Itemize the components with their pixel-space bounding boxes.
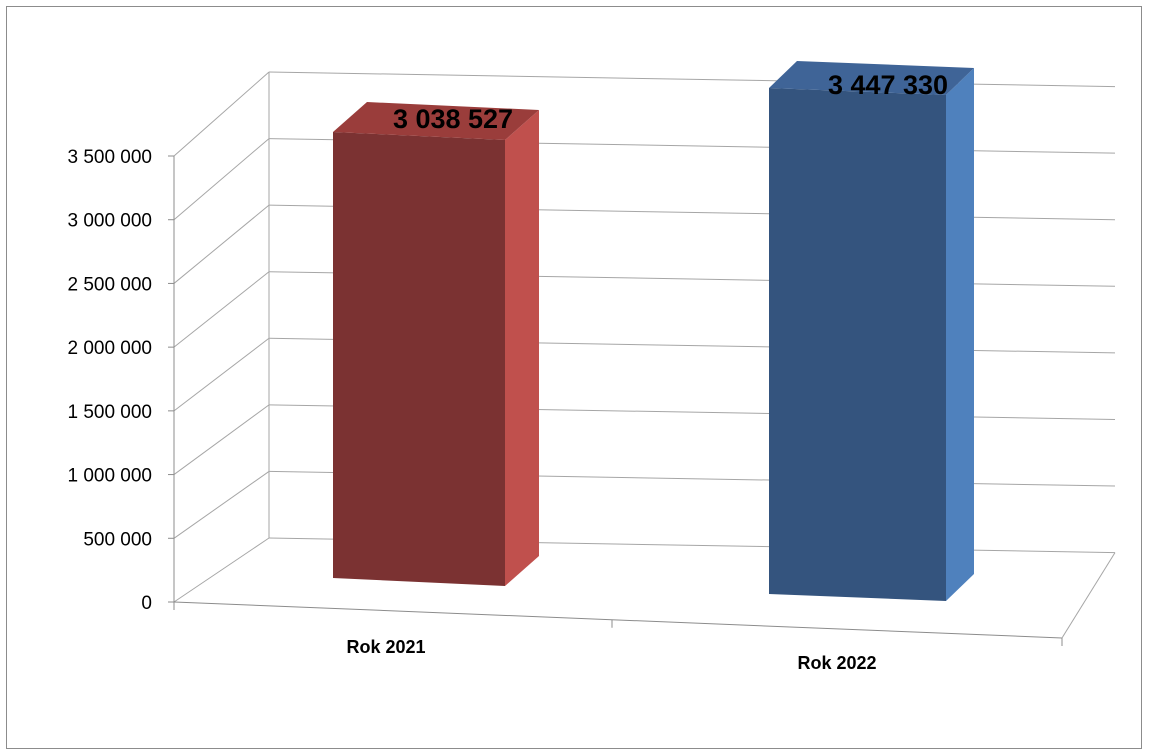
y-tick-label: 1 000 000 — [67, 466, 152, 487]
gridline-side — [173, 71, 270, 157]
data-label-rok-2021: 3 038 527 — [393, 104, 513, 134]
y-tick-label: 1 500 000 — [67, 402, 152, 423]
gridline-side — [173, 138, 270, 221]
y-tick-label: 500 000 — [83, 529, 152, 550]
bar-top-0 — [333, 102, 539, 141]
bar-top-1 — [769, 61, 974, 95]
floor-right-edge — [1061, 552, 1116, 639]
y-tick-label: 3 500 000 — [67, 147, 152, 168]
gridline-back — [268, 71, 1116, 88]
gridline-side — [173, 204, 270, 284]
labels: 3 038 527 3 447 330 Rok 2021 Rok 2022 — [346, 70, 948, 673]
gridline-side — [173, 337, 270, 412]
y-tick-label: 2 500 000 — [67, 274, 152, 295]
bar-front-1 — [769, 88, 946, 601]
y-tick-label: 3 000 000 — [67, 211, 152, 232]
y-axis-ticks: 0 500 000 1 000 000 1 500 000 2 000 000 … — [67, 147, 152, 614]
category-label-rok-2021: Rok 2021 — [346, 637, 425, 657]
bar-front-0 — [333, 132, 505, 586]
gridline-side — [173, 537, 270, 603]
data-label-rok-2022: 3 447 330 — [828, 70, 948, 100]
category-label-rok-2022: Rok 2022 — [797, 653, 876, 673]
x-axis-line — [173, 601, 1063, 639]
gridline-side — [173, 404, 270, 475]
y-tick-label: 0 — [141, 593, 152, 614]
bar-side-0 — [505, 110, 539, 586]
y-tick-label: 2 000 000 — [67, 338, 152, 359]
bar-side-1 — [946, 68, 974, 601]
gridline-side — [173, 271, 270, 348]
gridline-side — [173, 471, 270, 539]
bars — [333, 61, 974, 601]
